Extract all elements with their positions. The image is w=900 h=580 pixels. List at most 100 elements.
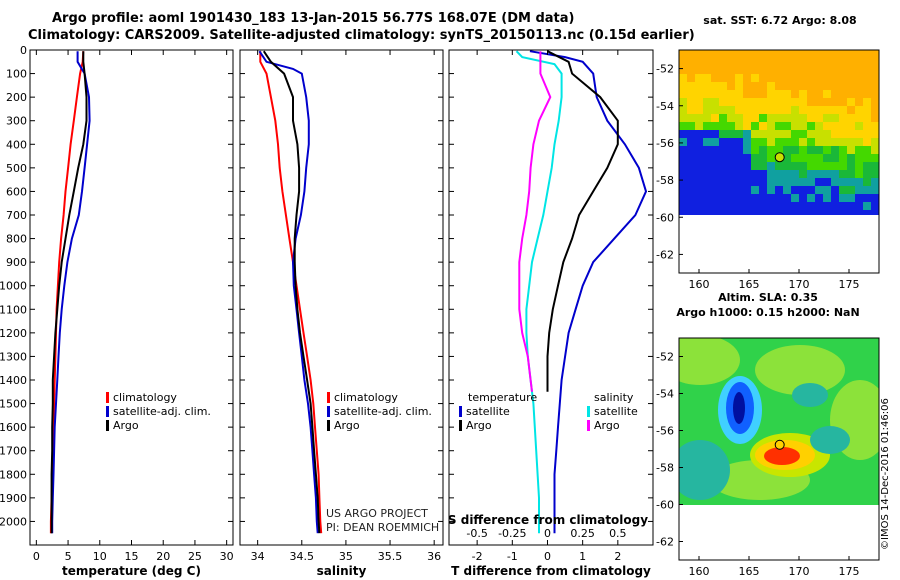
sst-cell (711, 146, 719, 154)
sst-cell (807, 82, 815, 90)
sst-cell (735, 82, 743, 90)
legend-entry: satellite (587, 405, 638, 418)
sst-cell (727, 138, 735, 146)
sst-cell (823, 58, 831, 66)
map-blank (679, 215, 879, 273)
y-tick-label: 500 (6, 162, 27, 175)
sst-cell (743, 122, 751, 130)
legend-label: climatology (334, 391, 398, 404)
map-y-tick-label: -56 (656, 425, 674, 438)
x-tick-label: -2 (472, 550, 483, 563)
sst-cell (767, 178, 775, 186)
sst-cell (719, 98, 727, 106)
y-tick-label: 200 (6, 91, 27, 104)
sst-cell (855, 74, 863, 82)
y-tick-label: 1500 (0, 398, 27, 411)
map-blank (679, 505, 879, 560)
sst-cell (799, 202, 807, 210)
sst-cell (687, 210, 695, 218)
sst-cell (679, 194, 687, 202)
sst-cell (823, 66, 831, 74)
sla-map-title-line1: Altim. SLA: 0.35 (718, 291, 818, 304)
sst-cell (687, 162, 695, 170)
sst-cell (855, 114, 863, 122)
sst-cell (743, 146, 751, 154)
sst-cell (807, 90, 815, 98)
sst-cell (775, 170, 783, 178)
sst-cell (759, 186, 767, 194)
sst-cell (743, 202, 751, 210)
credit-line2: PI: DEAN ROEMMICH (326, 521, 439, 534)
sst-cell (711, 66, 719, 74)
legend-title-salinity: salinity (594, 391, 634, 404)
sst-cell (719, 170, 727, 178)
sla-contour (792, 383, 828, 407)
sst-cell (855, 202, 863, 210)
sst-cell (719, 82, 727, 90)
series-climatology-line (260, 51, 321, 533)
sst-cell (791, 90, 799, 98)
sst-cell (823, 202, 831, 210)
panel-frame (240, 50, 443, 545)
sst-cell (831, 66, 839, 74)
sst-cell (767, 194, 775, 202)
sst-cell (799, 82, 807, 90)
sst-cell (847, 202, 855, 210)
sst-cell (839, 74, 847, 82)
sst-cell (783, 186, 791, 194)
sst-cell (695, 114, 703, 122)
sst-cell (743, 114, 751, 122)
series-satellite-adj-clim--line (259, 51, 317, 533)
profile-panel-1: 0100200300400500600700800900100011001200… (0, 44, 234, 578)
sst-cell (735, 194, 743, 202)
map-y-tick-label: -58 (656, 174, 674, 187)
sst-cell (743, 74, 751, 82)
sst-cell (759, 122, 767, 130)
sst-cell (735, 202, 743, 210)
sst-cell (791, 194, 799, 202)
sst-cell (743, 210, 751, 218)
sst-cell (823, 186, 831, 194)
sst-cell (679, 178, 687, 186)
y-tick-label: 1900 (0, 492, 27, 505)
sst-cell (687, 170, 695, 178)
sst-cell (767, 162, 775, 170)
sst-cell (775, 50, 783, 58)
sst-cell (727, 178, 735, 186)
sst-cell (799, 178, 807, 186)
sst-cell (791, 146, 799, 154)
legend-swatch (327, 406, 330, 417)
sst-cell (871, 210, 879, 218)
sst-cell (759, 58, 767, 66)
sst-cell (687, 74, 695, 82)
sst-cell (711, 90, 719, 98)
x2-tick-label: 0.25 (570, 527, 595, 540)
sst-cell (751, 98, 759, 106)
sst-cell (759, 50, 767, 58)
legend-entry: climatology (327, 391, 398, 404)
sst-cell (799, 130, 807, 138)
sst-cell (863, 162, 871, 170)
x-tick-label: 30 (220, 550, 234, 563)
sst-cell (839, 178, 847, 186)
x-tick-label: -1 (507, 550, 518, 563)
sst-cell (863, 106, 871, 114)
sst-cell (767, 202, 775, 210)
sst-cell (703, 130, 711, 138)
x2-axis-label: S difference from climatology (448, 513, 648, 527)
sst-cell (711, 194, 719, 202)
sst-cell (719, 58, 727, 66)
sst-cell (799, 170, 807, 178)
sst-cell (839, 138, 847, 146)
sst-cell (751, 122, 759, 130)
sst-cell (855, 130, 863, 138)
sst-cell (839, 50, 847, 58)
x-axis-label: T difference from climatology (451, 564, 651, 578)
map-y-tick-label: -52 (656, 63, 674, 76)
sst-cell (735, 154, 743, 162)
sst-cell (807, 194, 815, 202)
sst-cell (839, 194, 847, 202)
sst-cell (815, 58, 823, 66)
sst-cell (807, 114, 815, 122)
sst-cell (727, 58, 735, 66)
